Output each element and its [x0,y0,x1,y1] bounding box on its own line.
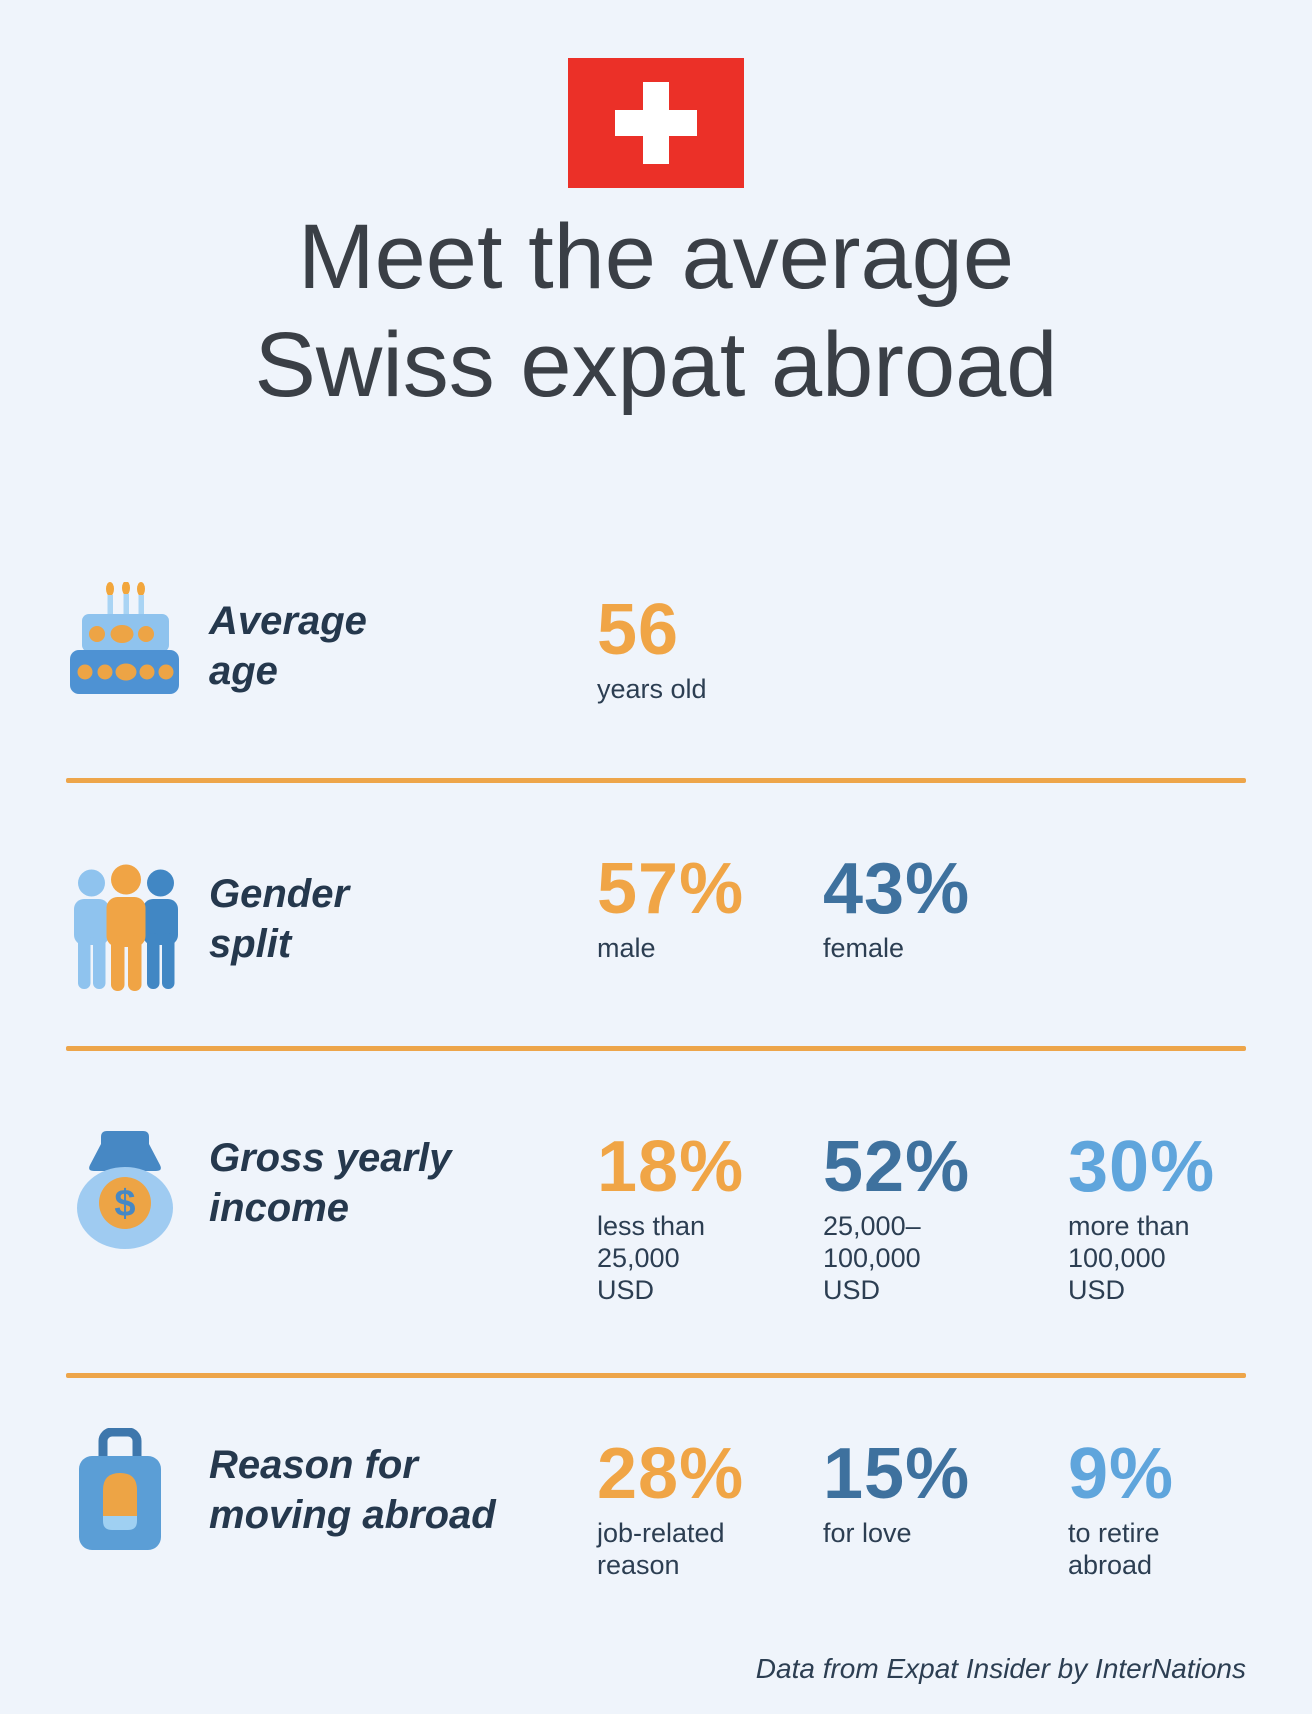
svg-text:$: $ [114,1183,135,1225]
section-divider [66,1046,1246,1051]
stat-job-related: 28% job-related reason [597,1428,823,1582]
section-gross-yearly-income: $ Gross yearly income 18% less than 25,0… [0,1051,1312,1373]
stat-value: 57% [597,849,745,929]
data-source-credit: Data from Expat Insider by InterNations [755,1653,1246,1684]
stat-caption: years old [597,674,707,704]
stat-value: 18% [597,1127,745,1207]
page-title: Meet the average Swiss expat abroad [254,206,1058,416]
section-label-gross-yearly-income: Gross yearly income [209,1136,452,1230]
stat-income-high: 30% more than 100,000 USD [1068,1131,1246,1307]
stat-value: 43% [823,849,971,929]
stat-caption: male [597,933,656,963]
stat-average-age: 56 years old [597,582,823,706]
stat-caption: less than 25,000 USD [597,1211,706,1305]
stat-caption: 25,000– 100,000 USD [823,1211,921,1305]
stat-caption: to retire abroad [1068,1518,1160,1580]
people-icon [66,853,200,991]
section-gender-split: Gender split 57% male 43% female [0,783,1312,1046]
stat-caption: for love [823,1518,912,1548]
header: Meet the average Swiss expat abroad [0,58,1312,518]
section-average-age: Average age 56 years old [0,518,1312,778]
stat-income-low: 18% less than 25,000 USD [597,1131,823,1307]
section-label-average-age: Average age [209,599,367,693]
stat-caption: more than 100,000 USD [1068,1211,1190,1305]
stat-value: 15% [823,1434,971,1514]
stat-female: 43% female [823,853,1068,965]
footer: Data from Expat Insider by InterNations [0,1623,1312,1685]
section-label-reason-for-moving: Reason for moving abroad [209,1443,496,1537]
stat-male: 57% male [597,853,823,965]
stat-retire-abroad: 9% to retire abroad [1068,1428,1246,1582]
stat-caption: female [823,933,905,963]
stat-for-love: 15% for love [823,1428,1068,1550]
stat-value: 9% [1068,1434,1175,1514]
stat-caption: job-related reason [597,1518,725,1580]
stat-value: 56 [597,590,680,670]
stat-value: 30% [1068,1127,1216,1207]
swiss-flag-icon [568,58,744,188]
stat-income-mid: 52% 25,000– 100,000 USD [823,1131,1068,1307]
stat-value: 52% [823,1127,971,1207]
section-reason-for-moving: Reason for moving abroad 28% job-related… [0,1378,1312,1623]
section-divider [66,778,1246,783]
infographic-poster: Meet the average Swiss expat abroad [0,58,1312,1714]
money-bag-icon: $ [66,1131,200,1251]
flag-cross-horizontal [615,110,697,136]
section-label-gender-split: Gender split [209,872,350,966]
suitcase-icon [66,1428,200,1558]
birthday-cake-icon [66,582,200,694]
section-divider [66,1373,1246,1378]
stat-value: 28% [597,1434,745,1514]
